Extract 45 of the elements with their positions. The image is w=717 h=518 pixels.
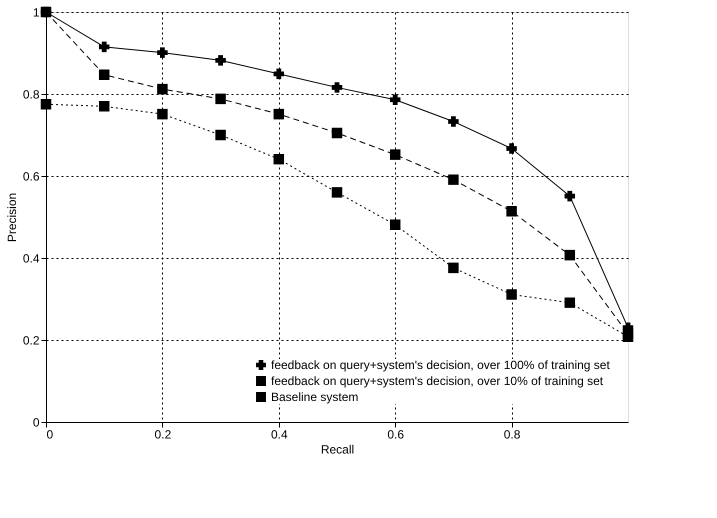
y-tick-label: 1 <box>32 6 40 20</box>
point <box>390 149 400 160</box>
y-tick-label: 0 <box>32 416 40 430</box>
point <box>215 130 226 140</box>
point <box>448 174 459 185</box>
point <box>332 82 342 93</box>
x-tick-label: 0.8 <box>504 428 521 442</box>
point <box>274 68 284 80</box>
y-tick-label: 0.8 <box>22 88 40 102</box>
point <box>98 42 110 52</box>
point <box>390 220 400 230</box>
point <box>332 128 342 138</box>
point <box>157 84 168 94</box>
y-axis-title: Precision <box>4 192 19 242</box>
legend-label: feedback on query+system's decision, over 10% of training set <box>271 374 604 388</box>
point <box>98 69 110 80</box>
point <box>506 289 517 300</box>
point <box>215 94 226 104</box>
point <box>622 331 634 342</box>
point <box>448 116 459 127</box>
x-tick-label: 0.6 <box>387 428 404 442</box>
y-tick-label: 0.4 <box>22 252 40 266</box>
x-tick-label: 0 <box>46 428 54 442</box>
y-tick-label: 0.6 <box>22 170 40 184</box>
point <box>274 108 284 120</box>
point <box>448 262 459 274</box>
x-tick-label: 0.2 <box>154 428 172 442</box>
x-tick-label: 0.4 <box>270 428 288 442</box>
point <box>157 108 168 120</box>
x-axis-title: Recall <box>320 442 354 456</box>
legend-label: feedback on query+system's decision, over 100% of training set <box>271 358 610 372</box>
point <box>390 94 400 105</box>
point <box>332 187 342 198</box>
point <box>564 297 576 308</box>
point <box>40 99 52 110</box>
legend-label: Baseline system <box>271 390 358 404</box>
y-tick-label: 0.2 <box>22 334 40 348</box>
point <box>564 250 576 260</box>
point <box>274 154 284 164</box>
point <box>564 190 576 202</box>
point <box>98 101 110 112</box>
point <box>506 206 517 217</box>
point <box>215 55 226 66</box>
point <box>506 143 517 154</box>
point <box>157 47 168 58</box>
